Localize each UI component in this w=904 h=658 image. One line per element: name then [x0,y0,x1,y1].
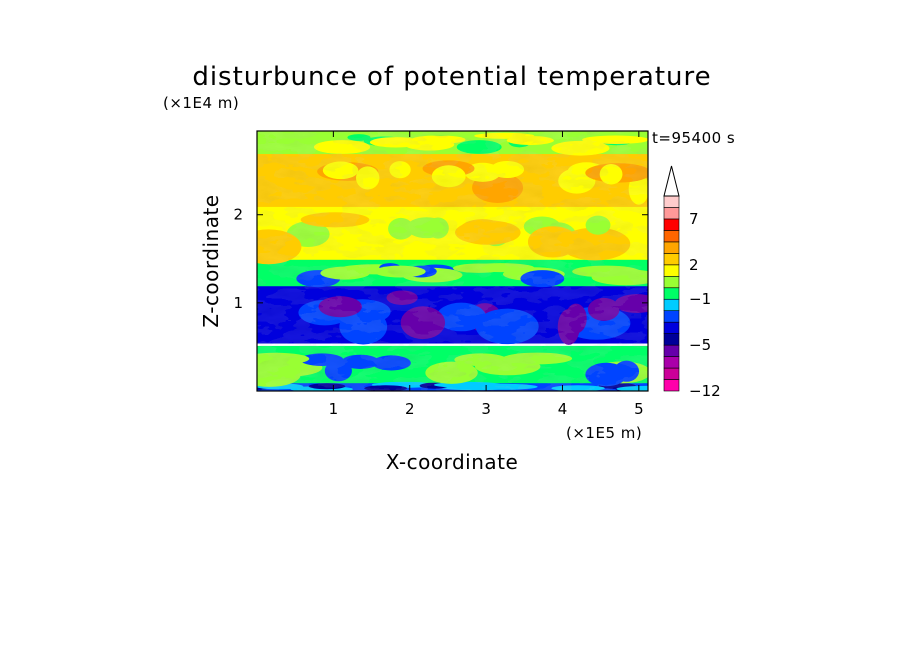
colorbar-label: −12 [689,382,721,400]
x-axis-title: X-coordinate [386,450,519,474]
colorbar-segment [663,253,680,266]
colorbar: −12−5−127 [663,165,721,400]
y-axis-title: Z-coordinate [199,194,223,327]
colorbar-segment [663,333,680,346]
colorbar-segment [663,218,680,231]
colorbar-segment [663,207,680,220]
colorbar-label: −5 [689,336,711,354]
colorbar-segment [663,195,680,208]
plot-frame [256,130,649,392]
colorbar-segment [663,344,680,357]
y-tick-label: 2 [233,206,243,224]
colorbar-segment [663,287,680,300]
time-label: t=95400 s [652,129,735,147]
colorbar-segment [663,264,680,277]
y-axis-ticks: 12 [233,206,648,312]
y-tick-label: 1 [233,294,243,312]
colorbar-segment [663,367,680,380]
colorbar-segment [663,379,680,392]
x-tick-label: 2 [405,400,415,418]
colorbar-segment [663,230,680,243]
colorbar-segment [663,298,680,312]
x-tick-label: 4 [558,400,568,418]
colorbar-segment [663,310,680,323]
y-unit-label: (×1E4 m) [163,94,239,112]
x-axis-ticks: 1 2 3 4 5 [329,131,644,418]
x-tick-label: 1 [329,400,339,418]
chart-title: disturbunce of potential temperature [192,62,711,92]
colorbar-segment [663,275,680,289]
texture-overlay [257,131,648,391]
colorbar-label: 2 [689,256,699,274]
x-tick-label: 3 [481,400,491,418]
colorbar-extend-arrow [663,165,680,197]
colorbar-segment [663,241,680,254]
contour-field [257,131,648,391]
colorbar-label: 7 [689,210,699,228]
colorbar-segment [663,321,680,334]
x-unit-label: (×1E5 m) [566,424,642,442]
x-tick-label: 5 [634,400,644,418]
colorbar-segment [663,356,680,369]
colorbar-label: −1 [689,290,711,308]
